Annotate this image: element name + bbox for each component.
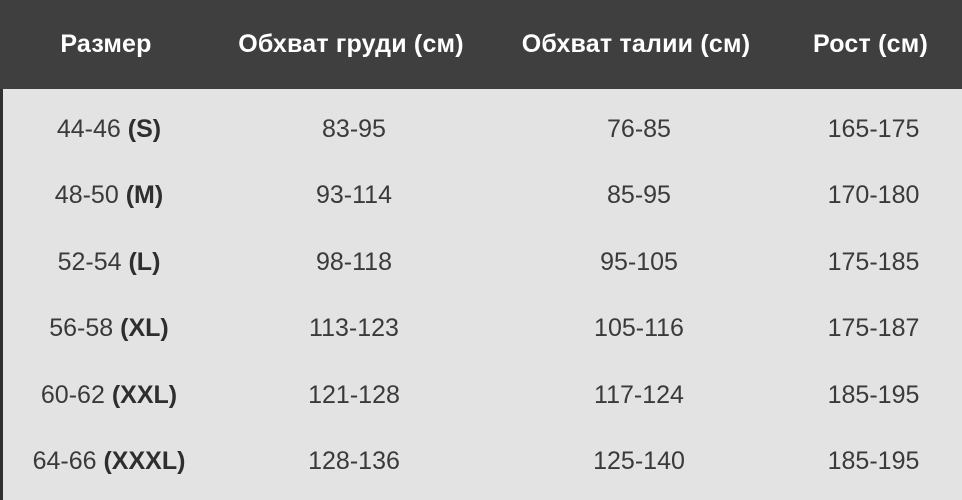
- size-range-text: 52-54: [57, 247, 122, 276]
- cell-height: 185-195: [827, 447, 920, 476]
- cell-chest: 113-123: [309, 314, 399, 343]
- cell-waist: 117-124: [594, 380, 684, 409]
- size-range-text: 48-50: [54, 181, 119, 210]
- cell-waist: 85-95: [607, 181, 671, 210]
- cell-waist: 125-140: [593, 447, 685, 476]
- column-header-height: Рост (см): [813, 30, 928, 58]
- table-row: 64-66 (XXXL) 128-136 125-140 185-195: [3, 429, 962, 496]
- cell-chest: 121-128: [308, 380, 400, 409]
- size-range-text: 64-66: [32, 447, 97, 476]
- size-range-text: 56-58: [49, 314, 114, 343]
- column-header-size: Размер: [60, 30, 152, 58]
- cell-chest: 93-114: [316, 181, 392, 210]
- table-header-row: Размер Обхват груди (см) Обхват талии (с…: [0, 0, 962, 89]
- size-code-text: (S): [127, 114, 162, 143]
- column-header-chest: Обхват груди (см): [238, 30, 464, 58]
- cell-chest: 83-95: [322, 114, 386, 143]
- table-body: 44-46 (S) 83-95 76-85 165-175 48-50 (M) …: [0, 89, 962, 500]
- table-row: 48-50 (M) 93-114 85-95 170-180: [3, 163, 962, 230]
- cell-height: 185-195: [827, 380, 920, 409]
- cell-size: 48-50 (M): [3, 181, 215, 210]
- cell-chest: 98-118: [316, 247, 392, 276]
- table-row: 44-46 (S) 83-95 76-85 165-175: [3, 96, 962, 163]
- cell-chest: 128-136: [308, 447, 400, 476]
- size-code-text: (L): [128, 247, 161, 276]
- cell-waist: 95-105: [600, 247, 678, 276]
- size-range-text: 60-62: [40, 380, 105, 409]
- size-code-text: (XXXL): [103, 447, 186, 476]
- cell-waist: 105-116: [594, 314, 684, 343]
- cell-height: 170-180: [827, 181, 920, 210]
- size-code-text: (XL): [120, 314, 169, 343]
- cell-size: 44-46 (S): [3, 115, 215, 144]
- size-range-text: 44-46: [56, 114, 121, 143]
- cell-size: 52-54 (L): [3, 248, 215, 277]
- column-header-waist: Обхват талии (см): [521, 30, 751, 58]
- cell-size: 56-58 (XL): [3, 314, 215, 343]
- cell-height: 165-175: [827, 114, 920, 143]
- table-row: 52-54 (L) 98-118 95-105 175-185: [3, 229, 962, 296]
- table-row: 56-58 (XL) 113-123 105-116 175-187: [3, 296, 962, 363]
- size-code-text: (XXL): [111, 380, 178, 409]
- cell-waist: 76-85: [607, 114, 671, 143]
- cell-size: 64-66 (XXXL): [3, 447, 215, 476]
- size-code-text: (M): [125, 181, 164, 210]
- cell-height: 175-187: [827, 314, 920, 343]
- cell-size: 60-62 (XXL): [3, 381, 215, 410]
- cell-height: 175-185: [827, 247, 920, 276]
- table-row: 60-62 (XXL) 121-128 117-124 185-195: [3, 362, 962, 429]
